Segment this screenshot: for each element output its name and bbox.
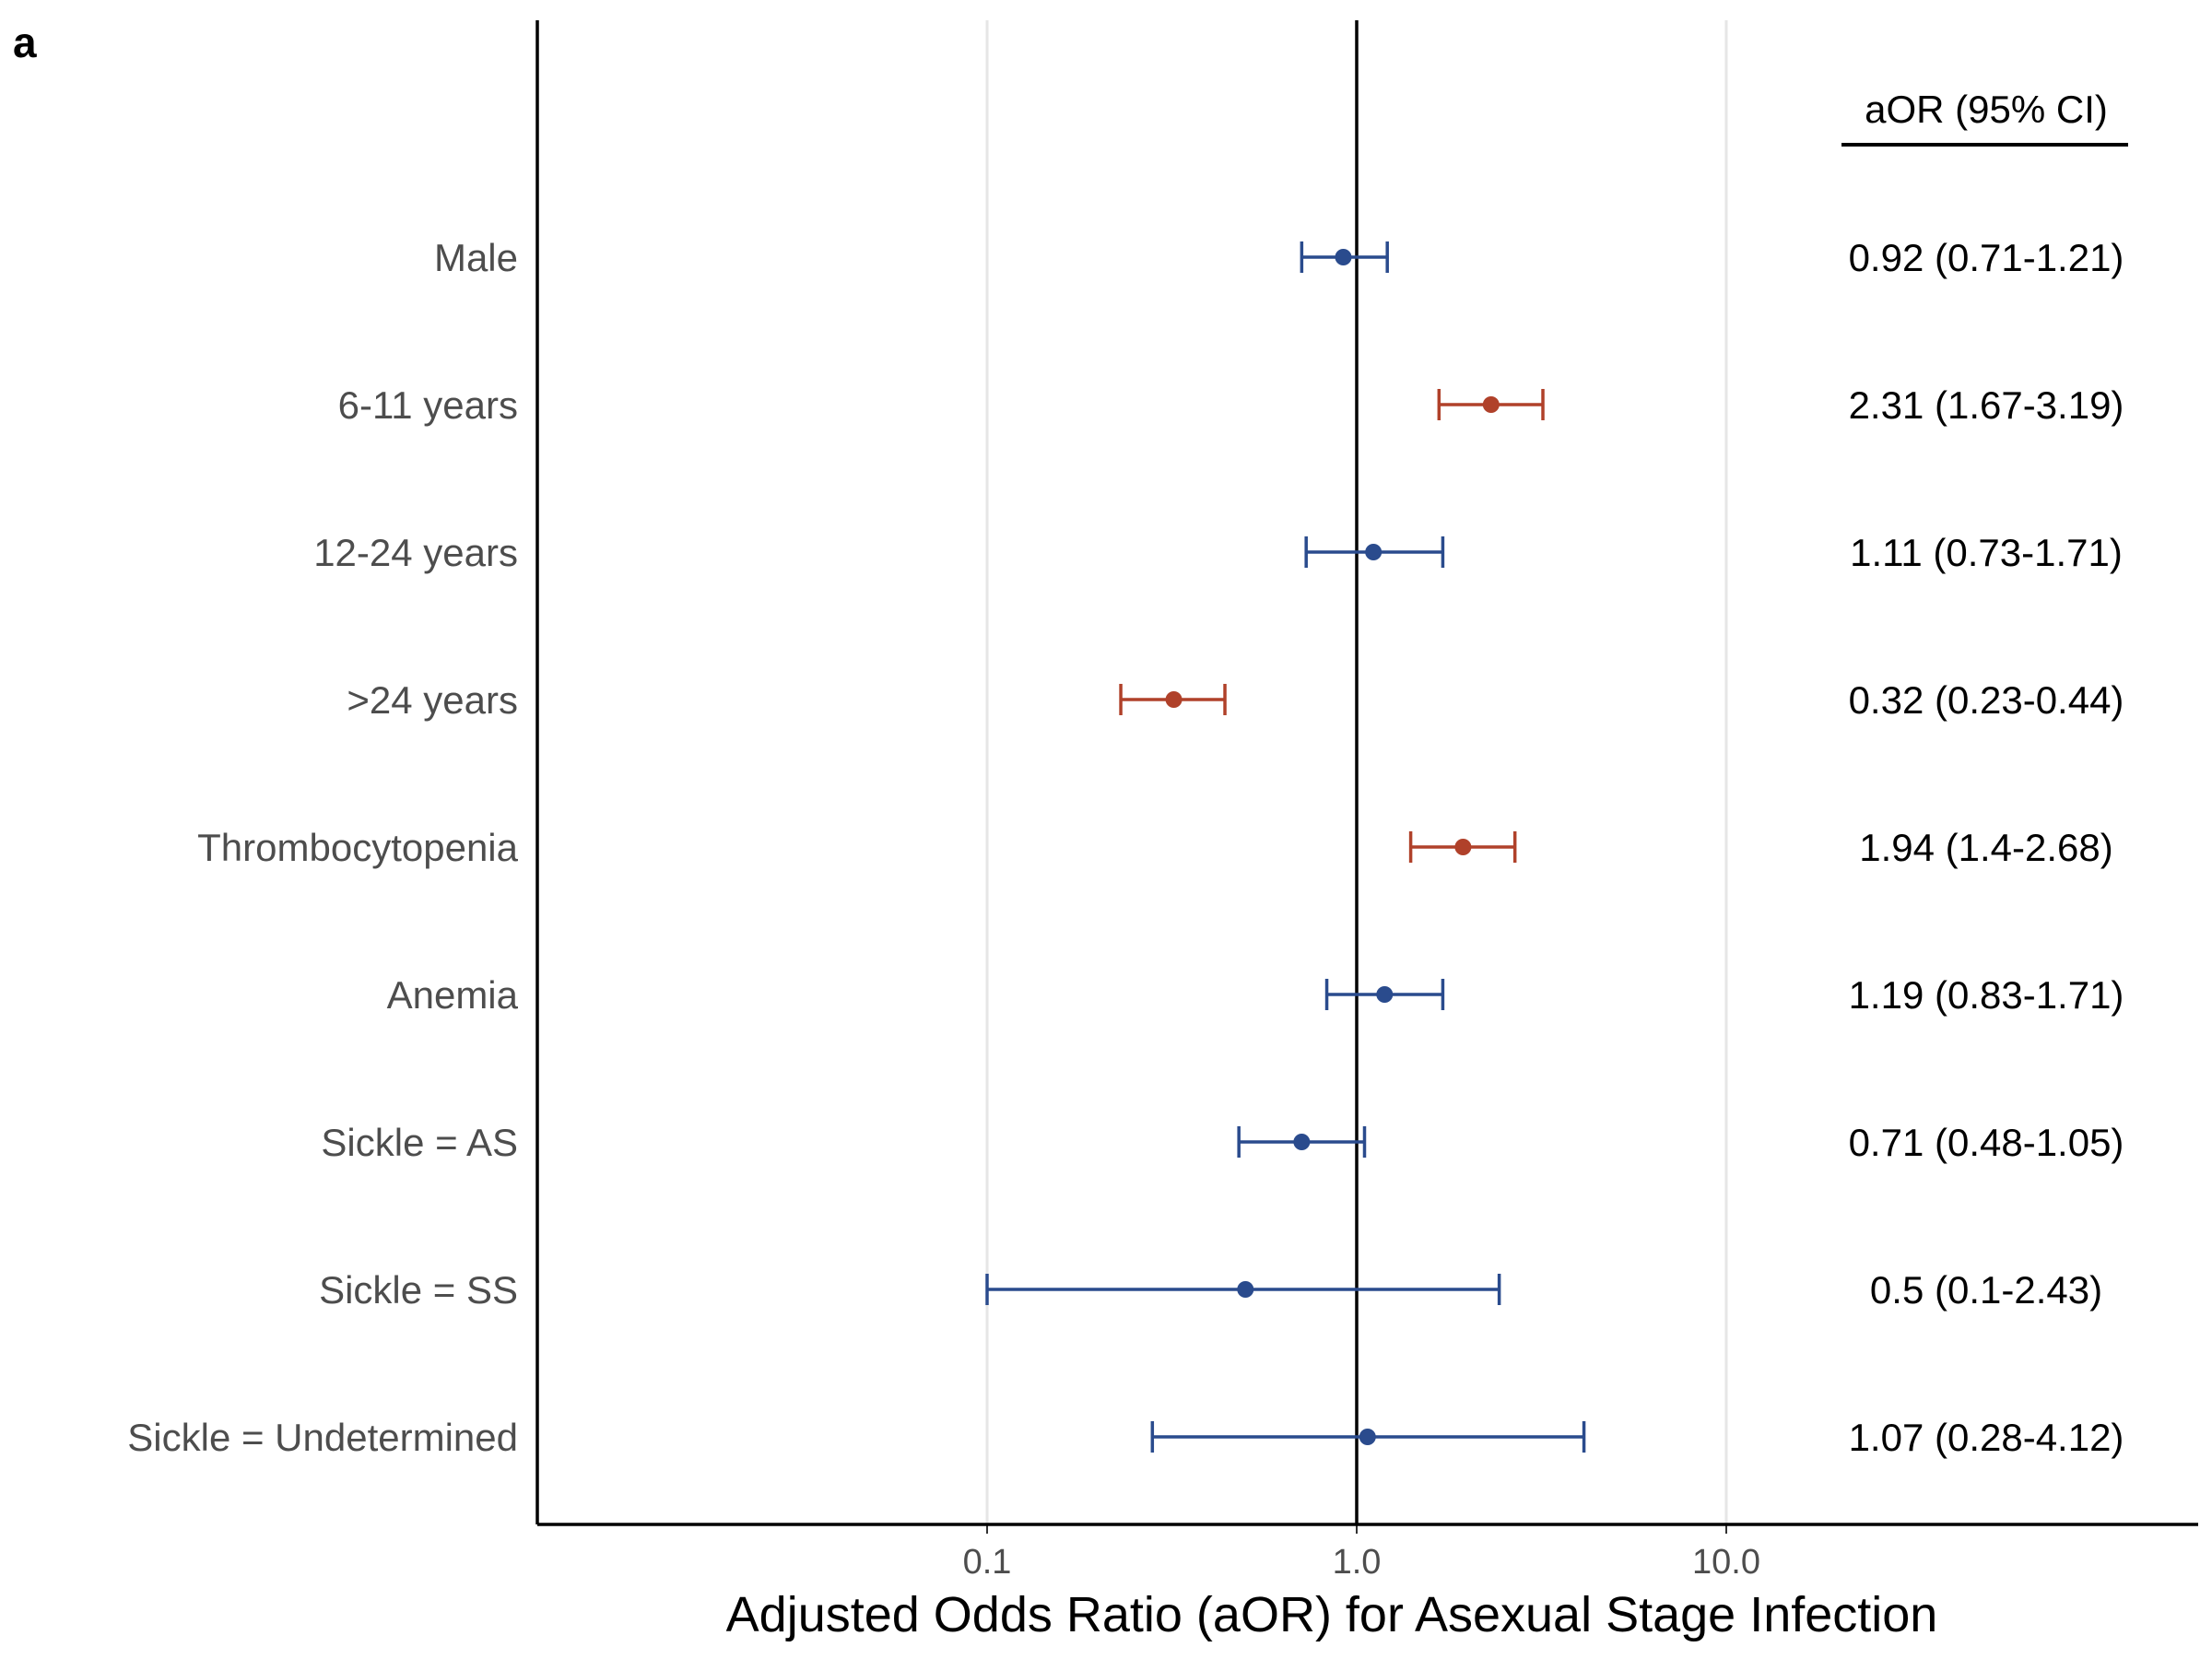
row-label: Sickle = AS	[321, 1121, 518, 1164]
row-label: Sickle = SS	[319, 1268, 518, 1312]
point-estimate	[1376, 986, 1394, 1003]
point-estimate	[1335, 249, 1352, 265]
ci-value-text: 1.94 (1.4-2.68)	[1859, 826, 2113, 869]
ci-value-text: 1.19 (0.83-1.71)	[1849, 973, 2124, 1017]
ci-column-header: aOR (95% CI)	[1865, 88, 2108, 131]
row-label: Anemia	[387, 973, 519, 1017]
x-tick-label: 0.1	[963, 1543, 1012, 1582]
ci-value-text: 0.5 (0.1-2.43)	[1870, 1268, 2102, 1312]
ci-value-text: 1.07 (0.28-4.12)	[1849, 1416, 2124, 1459]
point-estimate	[1365, 544, 1382, 560]
x-tick-label: 10.0	[1692, 1543, 1760, 1582]
x-tick-label: 1.0	[1333, 1543, 1382, 1582]
row-label: 6-11 years	[338, 383, 518, 427]
row-label: Male	[434, 236, 518, 279]
ci-value-text: 0.71 (0.48-1.05)	[1849, 1121, 2124, 1164]
row-label: >24 years	[347, 678, 518, 722]
data-marks	[985, 241, 1586, 1453]
point-estimate	[1237, 1281, 1254, 1298]
x-axis-label: Adjusted Odds Ratio (aOR) for Asexual St…	[726, 1587, 1938, 1642]
point-estimate	[1293, 1134, 1311, 1150]
point-estimate	[1165, 691, 1182, 708]
ci-value-text: 1.11 (0.73-1.71)	[1850, 531, 2123, 574]
panel-label: a	[13, 18, 37, 66]
axes: 0.1 1.0 10.0	[535, 20, 2198, 1582]
row-labels: Male 6-11 years 12-24 years >24 years Thromb…	[127, 236, 518, 1459]
point-estimate	[1359, 1429, 1376, 1445]
ci-value-text: 0.32 (0.23-0.44)	[1849, 678, 2124, 722]
row-label: Sickle = Undetermined	[127, 1416, 518, 1459]
row-label: Thrombocytopenia	[197, 826, 518, 869]
ci-text-column: aOR (95% CI) 0.92 (0.71-1.21) 2.31 (1.67-…	[1841, 88, 2128, 1459]
row-label: 12-24 years	[313, 531, 518, 574]
ci-value-text: 2.31 (1.67-3.19)	[1849, 383, 2124, 427]
point-estimate	[1454, 839, 1472, 855]
point-estimate	[1482, 396, 1500, 413]
ci-value-text: 0.92 (0.71-1.21)	[1849, 236, 2124, 279]
